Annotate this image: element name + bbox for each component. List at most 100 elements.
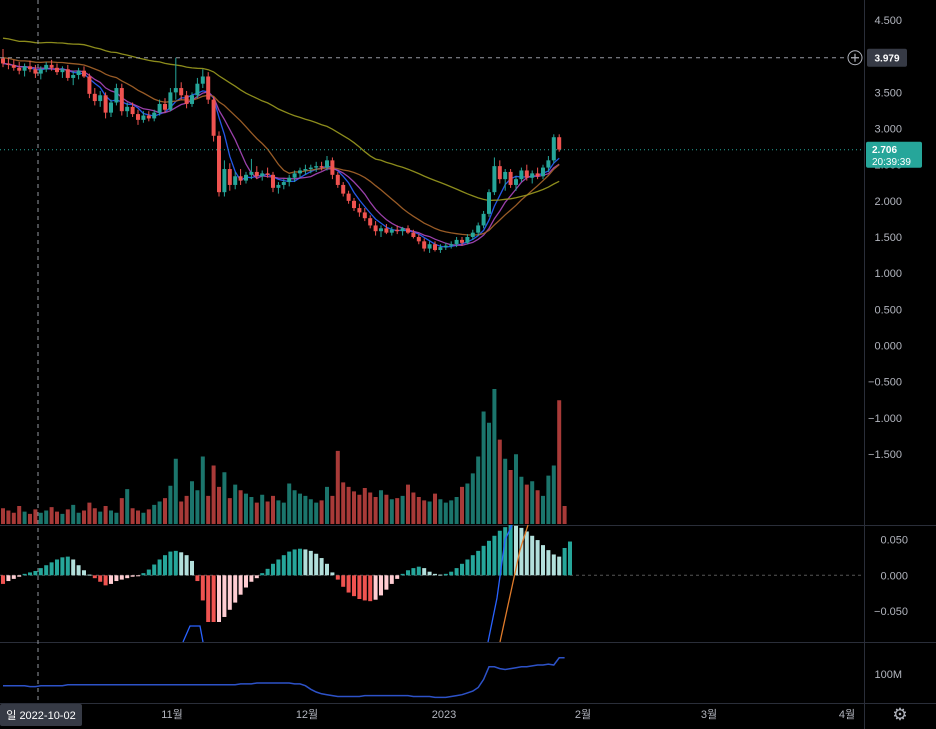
time-tick-label: 2월 — [575, 708, 591, 721]
macd-axis: 0.050 0.000 −0.050 — [874, 534, 908, 618]
macd-histogram-bar — [524, 531, 529, 576]
volume-bar — [82, 510, 86, 524]
gear-icon[interactable]: ⚙ — [892, 705, 908, 724]
macd-histogram-bar — [109, 575, 113, 584]
macd-histogram-bar — [211, 575, 216, 622]
volume-bar — [136, 510, 140, 524]
macd-histogram-bar — [260, 573, 265, 576]
volume-bar — [487, 422, 491, 524]
candle-body — [222, 169, 227, 193]
macd-histogram-bar — [519, 527, 524, 576]
candle-body — [49, 64, 54, 68]
macd-histogram-bar — [465, 559, 470, 576]
volume-bar — [109, 510, 113, 524]
volume-bar — [103, 506, 108, 524]
macd-histogram-bar — [298, 548, 302, 576]
macd-histogram-bar — [308, 550, 313, 576]
crosshair-date-label: 일 2022-10-02 — [6, 708, 75, 722]
macd-histogram-bar — [168, 551, 173, 576]
macd-histogram-bar — [379, 575, 383, 596]
macd-histogram-bar — [303, 549, 308, 576]
volume-bar — [98, 511, 103, 524]
macd-histogram-bar — [92, 575, 97, 579]
volume-bar — [530, 481, 535, 524]
plus-circle-icon[interactable] — [847, 50, 863, 66]
volume-bar — [168, 485, 173, 524]
candle-body — [114, 88, 119, 103]
volume-bar — [541, 495, 545, 524]
volume-bar — [6, 510, 11, 524]
candle-body — [443, 245, 448, 248]
volume-bar — [427, 501, 432, 524]
volume-bar — [260, 494, 265, 524]
volume-bar — [519, 476, 524, 524]
candle-body — [227, 169, 232, 185]
macd-histogram-bar — [222, 575, 227, 617]
candle-body — [546, 160, 551, 168]
volume-bar — [422, 500, 427, 524]
candle-body — [530, 173, 535, 178]
plus-sign — [851, 53, 859, 62]
volume-bar — [22, 511, 27, 524]
macd-histogram-bar — [103, 575, 108, 586]
candle-body — [330, 160, 335, 175]
candle-body — [65, 69, 70, 78]
price-tick-label: 0.500 — [874, 304, 902, 316]
volume-bar — [460, 486, 464, 524]
price-tick-label: −1.500 — [868, 449, 902, 461]
volume-bar — [373, 497, 378, 524]
candle-body — [400, 228, 405, 232]
candle-body — [190, 95, 194, 104]
candle-body — [476, 225, 481, 233]
volume-axis: 100M — [874, 669, 902, 681]
volume-bar — [346, 486, 351, 524]
candle-body — [254, 171, 259, 177]
candle-body — [233, 176, 238, 185]
volume-bar — [470, 473, 475, 524]
candle-body — [152, 112, 157, 119]
macd-histogram-bar — [6, 575, 11, 582]
volume-bar — [87, 502, 92, 524]
macd-histogram-bar — [341, 575, 346, 587]
candle-body — [514, 179, 518, 185]
volume-bar — [384, 494, 389, 524]
time-tick-label: 3월 — [701, 708, 717, 721]
macd-histogram-bar — [163, 555, 167, 576]
macd-histogram-bar — [276, 559, 281, 576]
volume-bar — [416, 497, 421, 524]
macd-histogram-bar — [22, 573, 27, 576]
candle-body — [109, 102, 113, 113]
macd-histogram-bar — [76, 565, 81, 576]
candle-body — [92, 93, 97, 102]
time-tick-label: 2023 — [432, 709, 456, 721]
candle-body — [28, 66, 32, 70]
candle-body — [265, 173, 270, 175]
macd-histogram-bar — [492, 535, 497, 576]
last-price-label: 2.706 — [872, 145, 897, 156]
macd-histogram-bar — [530, 535, 535, 576]
candle-body — [325, 160, 329, 168]
candle-body — [341, 184, 346, 194]
macd-histogram-bar — [416, 566, 421, 576]
candle-body — [55, 67, 59, 73]
volume-bar — [449, 500, 454, 524]
macd-histogram-bar — [157, 559, 162, 576]
volume-bar — [76, 512, 81, 524]
moving-average-line — [2, 62, 560, 248]
volume-bar — [314, 502, 319, 524]
volume-bar — [514, 454, 518, 524]
macd-histogram-bar — [497, 530, 502, 576]
price-axis: 4.5004.0003.5003.0002.5002.0001.5001.000… — [868, 15, 902, 461]
candle-body — [260, 173, 265, 177]
price-tick-label: 1.500 — [874, 232, 902, 244]
candle-body — [119, 88, 124, 112]
candle-body — [492, 166, 497, 193]
candle-body — [449, 244, 454, 246]
volume-bar — [562, 506, 567, 524]
macd-histogram-bar — [535, 540, 540, 576]
macd-histogram-bar — [319, 558, 324, 576]
price-tick-label: 2.000 — [874, 196, 902, 208]
macd-histogram-bar — [227, 575, 232, 610]
